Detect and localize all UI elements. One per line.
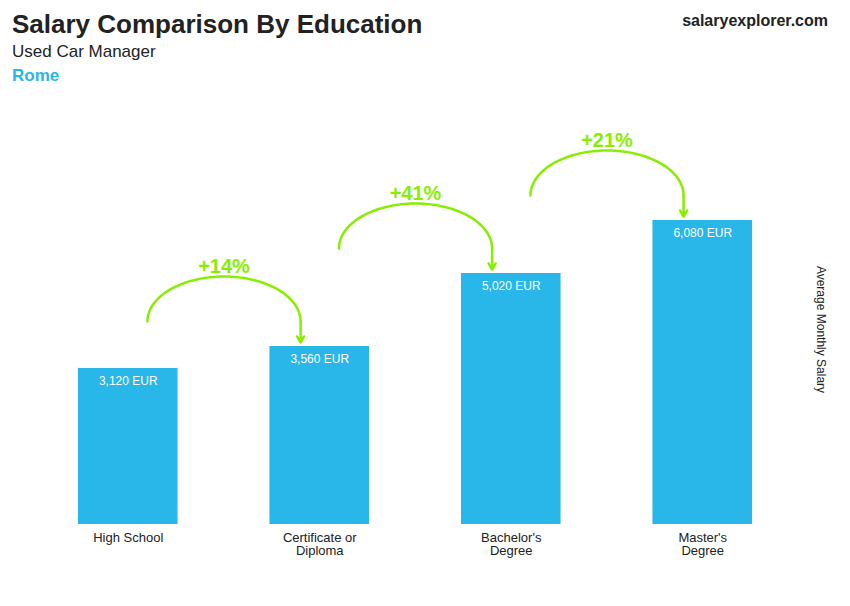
html-text:Salary Comparison By Education: Salary Comparison By Education [12,9,423,39]
svg-text:Certificate orDiploma: Certificate orDiploma [283,530,357,558]
html-text:Used Car Manager: Used Car Manager [12,42,156,61]
svg-text:+14%: +14% [198,255,250,277]
svg-text:Bachelor'sDegree: Bachelor'sDegree [481,530,542,558]
svg-text:3,560 EUR: 3,560 EUR [290,352,349,366]
svg-text:Average Monthly Salary: Average Monthly Salary [814,266,828,393]
svg-text:3,120 EUR: 3,120 EUR [99,374,158,388]
svg-text:Master'sDegree: Master'sDegree [678,530,727,558]
svg-text:+41%: +41% [390,182,442,204]
svg-text:+21%: +21% [581,129,633,151]
svg-text:5,020 EUR: 5,020 EUR [482,279,541,293]
html-text:salaryexplorer.com: salaryexplorer.com [682,12,828,29]
svg-text:6,080 EUR: 6,080 EUR [673,226,732,240]
svg-text:High School: High School [93,530,163,545]
html-text:Rome: Rome [12,66,60,85]
